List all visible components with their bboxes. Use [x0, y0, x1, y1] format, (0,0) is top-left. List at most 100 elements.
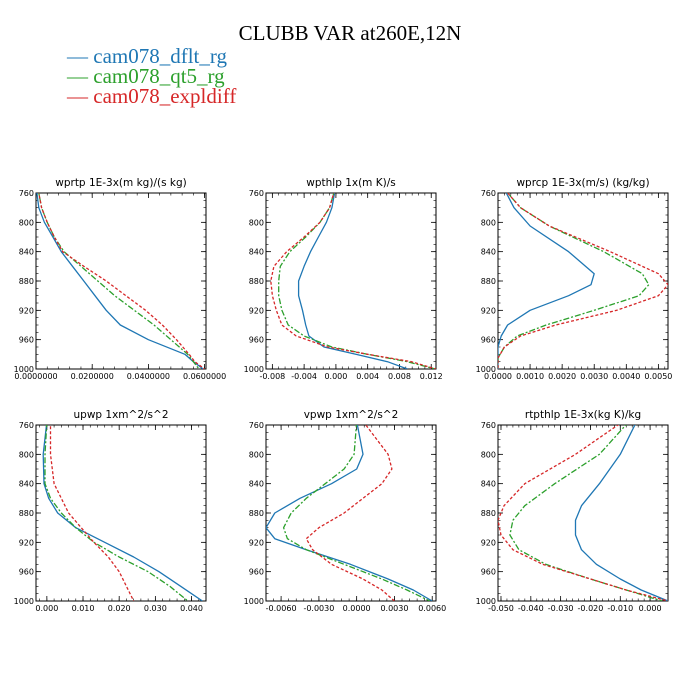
series-line-cam078_dflt_rg	[498, 193, 595, 369]
y-tick-label: 800	[481, 450, 496, 459]
plot-frame	[265, 192, 437, 370]
y-tick-label: 920	[19, 538, 34, 547]
y-tick-label: 880	[249, 509, 264, 518]
panel-title: vpwp 1xm^2/s^2	[304, 409, 399, 421]
series-line-cam078_expldiff	[498, 425, 668, 601]
x-tick-label: 0.0030	[380, 604, 408, 613]
x-tick-label: 0.030	[144, 604, 167, 613]
y-tick-label: 760	[481, 189, 496, 198]
panel-1: wprtp 1E-3x(m kg)/(s kg) 760 800 840 880 920 9…	[14, 177, 227, 381]
y-tick-label: 840	[481, 480, 496, 489]
x-tick-label: -0.020	[578, 604, 604, 613]
x-tick-label: -0.0030	[303, 604, 334, 613]
series-group	[498, 425, 668, 601]
y-tick-label: 960	[19, 336, 34, 345]
panel-6: rtpthlp 1E-3x(kg K)/kg 760 800 840 880 920 960…	[476, 409, 669, 613]
y-tick-label: 1000	[244, 597, 264, 606]
legend: — cam078_dflt_rg — cam078_qt5_rg — cam07…	[66, 44, 236, 108]
y-tick-label: 960	[249, 336, 264, 345]
y-tick-label: 800	[19, 218, 34, 227]
y-tick-label: 1000	[476, 597, 496, 606]
y-tick-label: 1000	[14, 597, 34, 606]
series-group	[36, 193, 205, 369]
y-tick-label: 960	[249, 568, 264, 577]
y-tick-label: 880	[249, 277, 264, 286]
x-tick-label: 0.008	[388, 372, 411, 381]
y-tick-label: 960	[481, 568, 496, 577]
x-tick-label: -0.0060	[266, 604, 297, 613]
y-tick-label: 920	[249, 306, 264, 315]
series-line-cam078_qt5_rg	[498, 193, 650, 369]
y-tick-label: 840	[19, 480, 34, 489]
series-line-cam078_expldiff	[38, 193, 205, 369]
y-tick-label: 920	[249, 538, 264, 547]
y-tick-label: 760	[249, 189, 264, 198]
x-tick-label: -0.008	[259, 372, 285, 381]
y-tick-label: 800	[481, 218, 496, 227]
series-line-cam078_dflt_rg	[574, 425, 668, 601]
series-line-cam078_qt5_rg	[282, 425, 430, 601]
plot-frame	[35, 192, 207, 370]
main-title: CLUBB VAR at260E,12N	[239, 21, 462, 45]
x-tick-label: 0.0060	[418, 604, 446, 613]
y-tick-label: 840	[249, 248, 264, 257]
x-tick-label: 0.000	[35, 604, 58, 613]
series-group	[42, 425, 203, 601]
series-line-cam078_expldiff	[270, 193, 436, 369]
x-tick-label: -0.004	[291, 372, 317, 381]
series-line-cam078_dflt_rg	[297, 193, 408, 369]
x-tick-label: 0.0600000	[183, 372, 226, 381]
series-line-cam078_qt5_rg	[38, 193, 200, 369]
y-tick-label: 920	[481, 306, 496, 315]
y-tick-label: 960	[19, 568, 34, 577]
x-tick-label: -0.010	[607, 604, 633, 613]
y-tick-label: 920	[481, 538, 496, 547]
series-line-cam078_qt5_rg	[509, 425, 663, 601]
x-tick-label: -0.040	[518, 604, 544, 613]
y-tick-label: 840	[19, 248, 34, 257]
x-tick-label: 0.010	[72, 604, 95, 613]
x-tick-label: 0.012	[420, 372, 443, 381]
x-tick-label: 0.000	[324, 372, 347, 381]
y-tick-label: 960	[481, 336, 496, 345]
y-tick-label: 840	[481, 248, 496, 257]
series-line-cam078_expldiff	[49, 425, 135, 601]
x-tick-label: 0.000	[639, 604, 662, 613]
panel-3: wprcp 1E-3x(m/s) (kg/kg) 760 800 840 880 920 9…	[476, 177, 673, 381]
series-group	[270, 193, 436, 369]
panel-5: vpwp 1xm^2/s^27608008408809209601000-0.0…	[244, 409, 447, 613]
y-tick-label: 880	[481, 509, 496, 518]
x-tick-label: 0.0020	[548, 372, 576, 381]
x-tick-label: 0.020	[108, 604, 131, 613]
x-tick-label: 0.0400000	[127, 372, 170, 381]
x-tick-label: -0.030	[548, 604, 574, 613]
series-line-cam078_qt5_rg	[278, 193, 436, 369]
panel-2: wpthlp 1x(m K)/s7608008408809209601000-0…	[244, 177, 443, 381]
x-tick-label: 0.0000	[484, 372, 512, 381]
series-group	[498, 193, 668, 369]
y-tick-label: 920	[19, 306, 34, 315]
x-tick-label: 0.004	[356, 372, 379, 381]
legend-item-dflt: — cam078_dflt_rg	[66, 44, 228, 68]
y-tick-label: 800	[249, 450, 264, 459]
x-tick-label: 0.040	[180, 604, 203, 613]
panel-title: upwp 1xm^2/s^2	[74, 409, 169, 421]
y-tick-label: 1000	[14, 365, 34, 374]
panels: wprtp 1E-3x(m kg)/(s kg) 760 800 840 880 920 9…	[14, 177, 673, 613]
y-tick-label: 840	[249, 480, 264, 489]
panel-title: wpthlp 1x(m K)/s	[306, 177, 396, 189]
legend-item-qt5: — cam078_qt5_rg	[66, 64, 225, 88]
x-tick-label: 0.0200000	[71, 372, 114, 381]
x-tick-label: 0.0030	[580, 372, 608, 381]
series-line-cam078_qt5_rg	[44, 425, 189, 601]
plot-frame	[265, 424, 437, 602]
x-tick-label: -0.050	[488, 604, 514, 613]
series-line-cam078_dflt_rg	[36, 193, 204, 369]
legend-item-expldiff: — cam078_expldiff	[66, 84, 236, 108]
y-tick-label: 760	[19, 421, 34, 430]
series-line-cam078_dflt_rg	[266, 425, 433, 601]
x-tick-label: 0.0000	[343, 604, 371, 613]
y-tick-label: 1000	[244, 365, 264, 374]
y-tick-label: 760	[249, 421, 264, 430]
